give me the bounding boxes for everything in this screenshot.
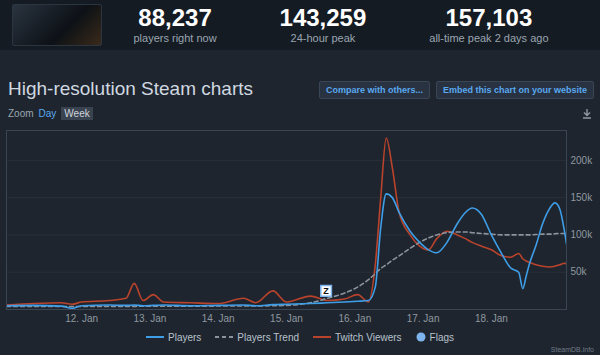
svg-text:100k: 100k [571,229,594,240]
html-text:Players: Players [168,331,202,343]
html-text:Twitch Viewers: Twitch Viewers [335,331,402,343]
html-text:players right now: players right now [133,32,217,44]
html-text:24-hour peak: 24-hour peak [290,32,356,44]
html-text:157,103: 157,103 [445,4,533,31]
html-text:143,259: 143,259 [279,4,367,31]
html-text:Week: Week [64,108,90,119]
svg-text:14. Jan: 14. Jan [202,313,235,324]
html-text:Compare with others...: Compare with others... [326,85,423,95]
svg-text:12. Jan: 12. Jan [65,313,98,324]
svg-text:16. Jan: 16. Jan [338,313,371,324]
svg-text:200k: 200k [571,155,594,166]
svg-text:13. Jan: 13. Jan [134,313,167,324]
svg-text:17. Jan: 17. Jan [407,313,440,324]
html-text:88,237: 88,237 [138,4,212,31]
svg-text:150k: 150k [571,192,594,203]
html-text:all-time peak 2 days ago: all-time peak 2 days ago [429,32,549,44]
html-text:Players Trend: Players Trend [237,331,299,343]
svg-text:Z: Z [323,286,329,296]
svg-text:50k: 50k [571,266,588,277]
html-text:SteamDB.info: SteamDB.info [550,346,594,353]
html-text:Flags: Flags [429,331,454,343]
html-text:Embed this chart on your websi: Embed this chart on your website [443,85,587,95]
html-text:Zoom: Zoom [8,108,34,119]
html-text:Day: Day [38,108,57,119]
svg-text:18. Jan: 18. Jan [475,313,508,324]
html-text:High-resolution Steam charts: High-resolution Steam charts [8,78,253,99]
svg-text:15. Jan: 15. Jan [270,313,303,324]
